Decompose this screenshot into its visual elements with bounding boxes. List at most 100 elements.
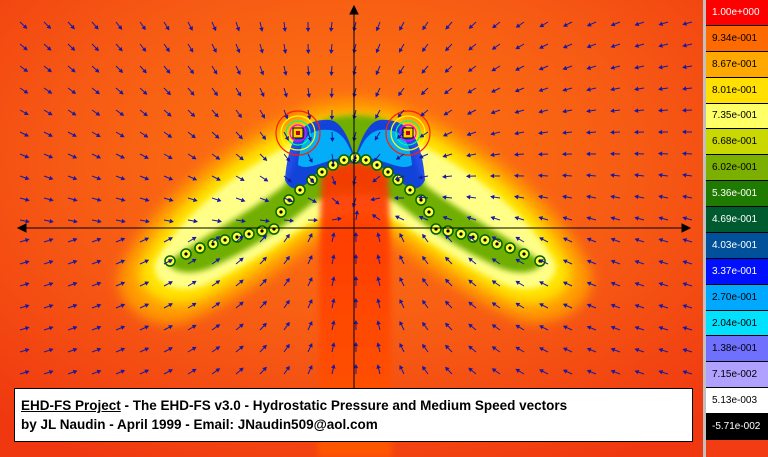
vector-arrowhead	[371, 214, 377, 219]
vector-arrowhead	[375, 114, 380, 119]
electrode-core	[375, 163, 379, 167]
vector-arrowhead	[562, 325, 568, 330]
vector-arrowhead	[239, 176, 245, 181]
vector-arrowhead	[235, 26, 241, 32]
vector-arrowhead	[682, 43, 687, 48]
electrode-core	[211, 242, 215, 246]
vector-arrowhead	[287, 177, 292, 183]
vector-arrowhead	[306, 93, 312, 98]
vector-arrowhead	[610, 281, 616, 287]
electrode-core	[247, 232, 251, 236]
vector-arrowhead	[634, 303, 640, 309]
vector-arrowhead	[237, 91, 242, 97]
vector-arrowhead	[418, 215, 424, 220]
vector-arrowhead	[47, 67, 52, 73]
vector-arrowhead	[308, 342, 313, 348]
vector-arrowhead	[24, 348, 30, 353]
vector-arrowhead	[586, 369, 592, 374]
legend-cell: 1.38e-001	[706, 336, 768, 363]
vector-arrowhead	[682, 216, 687, 221]
vector-arrowhead	[466, 194, 471, 200]
vector-arrowhead	[241, 218, 246, 224]
vector-arrowhead	[586, 347, 592, 352]
vector-arrowhead	[120, 347, 126, 352]
vector-arrowhead	[634, 347, 640, 353]
vector-arrowhead	[658, 21, 664, 26]
vector-arrowhead	[262, 234, 267, 240]
vector-arrowhead	[658, 304, 664, 309]
vector-arrowhead	[375, 26, 381, 32]
vector-arrowhead	[329, 71, 334, 77]
vector-arrowhead	[682, 194, 687, 200]
vector-arrowhead	[23, 46, 28, 51]
vector-arrowhead	[331, 180, 337, 186]
vector-arrowhead	[72, 325, 78, 331]
vector-arrowhead	[375, 70, 380, 76]
vector-arrowhead	[539, 325, 544, 330]
vector-arrowhead	[145, 218, 150, 224]
vector-arrowhead	[610, 237, 616, 243]
vector-arrowhead	[328, 27, 334, 32]
vector-arrowhead	[515, 302, 521, 307]
vector-arrowhead	[96, 281, 102, 287]
vector-arrowhead	[422, 321, 427, 327]
vector-arrowhead	[539, 347, 544, 352]
vector-arrowhead	[46, 46, 52, 51]
vector-arrowhead	[515, 346, 521, 351]
electrode-core	[260, 229, 264, 233]
vector-arrowhead	[658, 370, 664, 375]
vector-arrowhead	[307, 136, 312, 142]
vector-arrowhead	[191, 133, 196, 139]
vector-arrowhead	[191, 155, 197, 160]
vector-arrowhead	[375, 48, 380, 54]
vector-arrowhead	[372, 178, 378, 183]
vector-arrowhead	[634, 259, 640, 265]
vector-arrowhead	[398, 69, 403, 75]
legend-cell: 5.36e-001	[706, 181, 768, 208]
vector-arrowhead	[283, 71, 288, 76]
vector-arrowhead	[238, 279, 244, 284]
vector-arrowhead	[633, 108, 639, 113]
vector-arrowhead	[24, 154, 30, 159]
vector-arrowhead	[585, 151, 591, 157]
vector-arrowhead	[167, 154, 173, 160]
vector-arrowhead	[189, 69, 194, 75]
vector-arrowhead	[144, 303, 150, 308]
vector-arrowhead	[374, 135, 379, 141]
vector-arrowhead	[682, 238, 688, 243]
vector-arrowhead	[399, 298, 404, 304]
legend-cell: 9.34e-001	[706, 25, 768, 52]
vector-arrowhead	[240, 197, 246, 203]
vector-arrowhead	[586, 22, 592, 27]
vector-arrowhead	[285, 321, 290, 327]
vector-arrowhead	[72, 259, 78, 265]
vector-arrowhead	[537, 152, 543, 157]
vector-arrowhead	[562, 347, 568, 352]
vector-arrowhead	[375, 92, 380, 98]
vector-arrowhead	[96, 347, 102, 353]
vector-arrowhead	[24, 260, 30, 265]
legend-cell: 8.01e-001	[706, 77, 768, 104]
vector-arrowhead	[262, 366, 267, 372]
vector-arrowhead	[399, 364, 404, 370]
vector-arrowhead	[658, 260, 664, 265]
vector-arrowhead	[217, 218, 222, 224]
vector-arrowhead	[466, 110, 472, 115]
caption-line-1: EHD-FS Project - The EHD-FS v3.0 - Hydro…	[21, 396, 692, 415]
legend-divider	[703, 0, 706, 457]
vector-arrowhead	[585, 130, 591, 135]
vector-arrowhead	[489, 173, 495, 179]
vector-arrowhead	[331, 232, 336, 237]
vector-arrowhead	[682, 326, 688, 331]
vector-arrowhead	[238, 301, 244, 306]
vector-arrowhead	[48, 348, 54, 353]
vector-arrowhead	[491, 324, 497, 329]
vector-arrowhead	[444, 344, 450, 350]
vector-arrowhead	[285, 365, 290, 371]
vector-arrowhead	[73, 218, 78, 224]
vector-arrowhead	[539, 303, 544, 308]
vector-arrowhead	[515, 23, 521, 28]
vector-arrowhead	[265, 218, 270, 224]
vector-arrowhead	[467, 67, 473, 72]
electrode-core	[386, 170, 390, 174]
